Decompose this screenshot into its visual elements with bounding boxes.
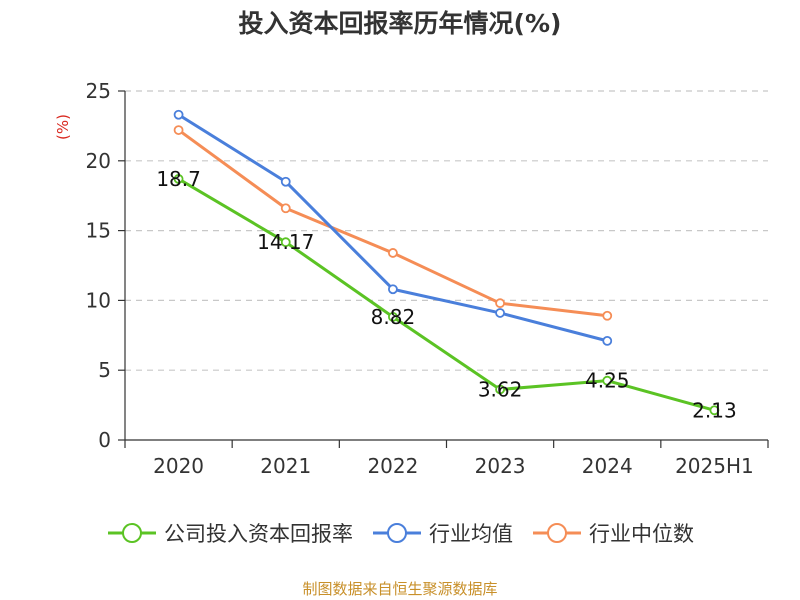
y-tick-label: 10 (86, 288, 111, 312)
data-label: 18.7 (156, 167, 201, 191)
data-label: 14.17 (257, 230, 314, 254)
legend-swatch (533, 523, 581, 543)
legend-item[interactable]: 行业均值 (371, 518, 513, 548)
y-axis-label: (%) (54, 114, 72, 140)
legend-label: 行业中位数 (589, 522, 694, 546)
data-label: 8.82 (371, 305, 416, 329)
data-labels: 18.7 14.17 8.82 3.62 4.25 2.13 (156, 167, 736, 422)
axes: 0 5 10 15 20 25 (%) 2020 2021 2022 2023 2024 2025H1 (54, 79, 769, 478)
y-tick-label: 25 (86, 79, 111, 103)
legend-swatch (373, 523, 421, 543)
x-tick-label: 2025H1 (675, 454, 754, 478)
data-point (388, 311, 398, 322)
x-tick-label: 2024 (582, 454, 633, 478)
data-point (173, 109, 184, 120)
data-point (173, 174, 184, 184)
source-note: 制图数据来自恒生聚源数据库 (302, 580, 498, 598)
data-point (280, 176, 291, 187)
y-tick-label: 5 (98, 358, 111, 382)
x-tick-label: 2023 (475, 454, 526, 478)
x-tick-label: 2020 (153, 454, 204, 478)
series-line-0 (177, 177, 715, 412)
data-point (280, 237, 291, 248)
series-lines (173, 109, 720, 416)
data-point (602, 310, 613, 321)
data-point (495, 384, 505, 395)
data-label: 3.62 (478, 377, 523, 401)
data-label: 4.25 (585, 369, 630, 393)
legend-label: 公司投入资本回报率 (164, 522, 353, 546)
data-point (280, 203, 291, 214)
data-point (602, 335, 613, 346)
legend-swatch (108, 523, 156, 543)
legend-item[interactable]: 行业中位数 (531, 518, 694, 548)
legend: 公司投入资本回报率 行业均值 行业中位数 (0, 518, 800, 548)
x-tick-label: 2022 (367, 454, 418, 478)
y-tick-label: 20 (86, 149, 111, 173)
x-tick-label: 2021 (260, 454, 311, 478)
chart-title: 投入资本回报率历年情况(%) (238, 9, 562, 38)
data-label: 2.13 (692, 398, 737, 422)
data-point (602, 375, 613, 386)
data-point (388, 248, 398, 258)
data-point (495, 298, 505, 309)
data-point (495, 308, 505, 318)
y-tick-label: 15 (86, 219, 111, 243)
data-point (388, 284, 398, 295)
y-tick-label: 0 (98, 428, 111, 452)
grid-lines (125, 90, 768, 371)
data-point (173, 125, 184, 135)
legend-item[interactable]: 公司投入资本回报率 (106, 518, 353, 548)
data-point (709, 405, 720, 416)
legend-label: 行业均值 (429, 522, 513, 546)
